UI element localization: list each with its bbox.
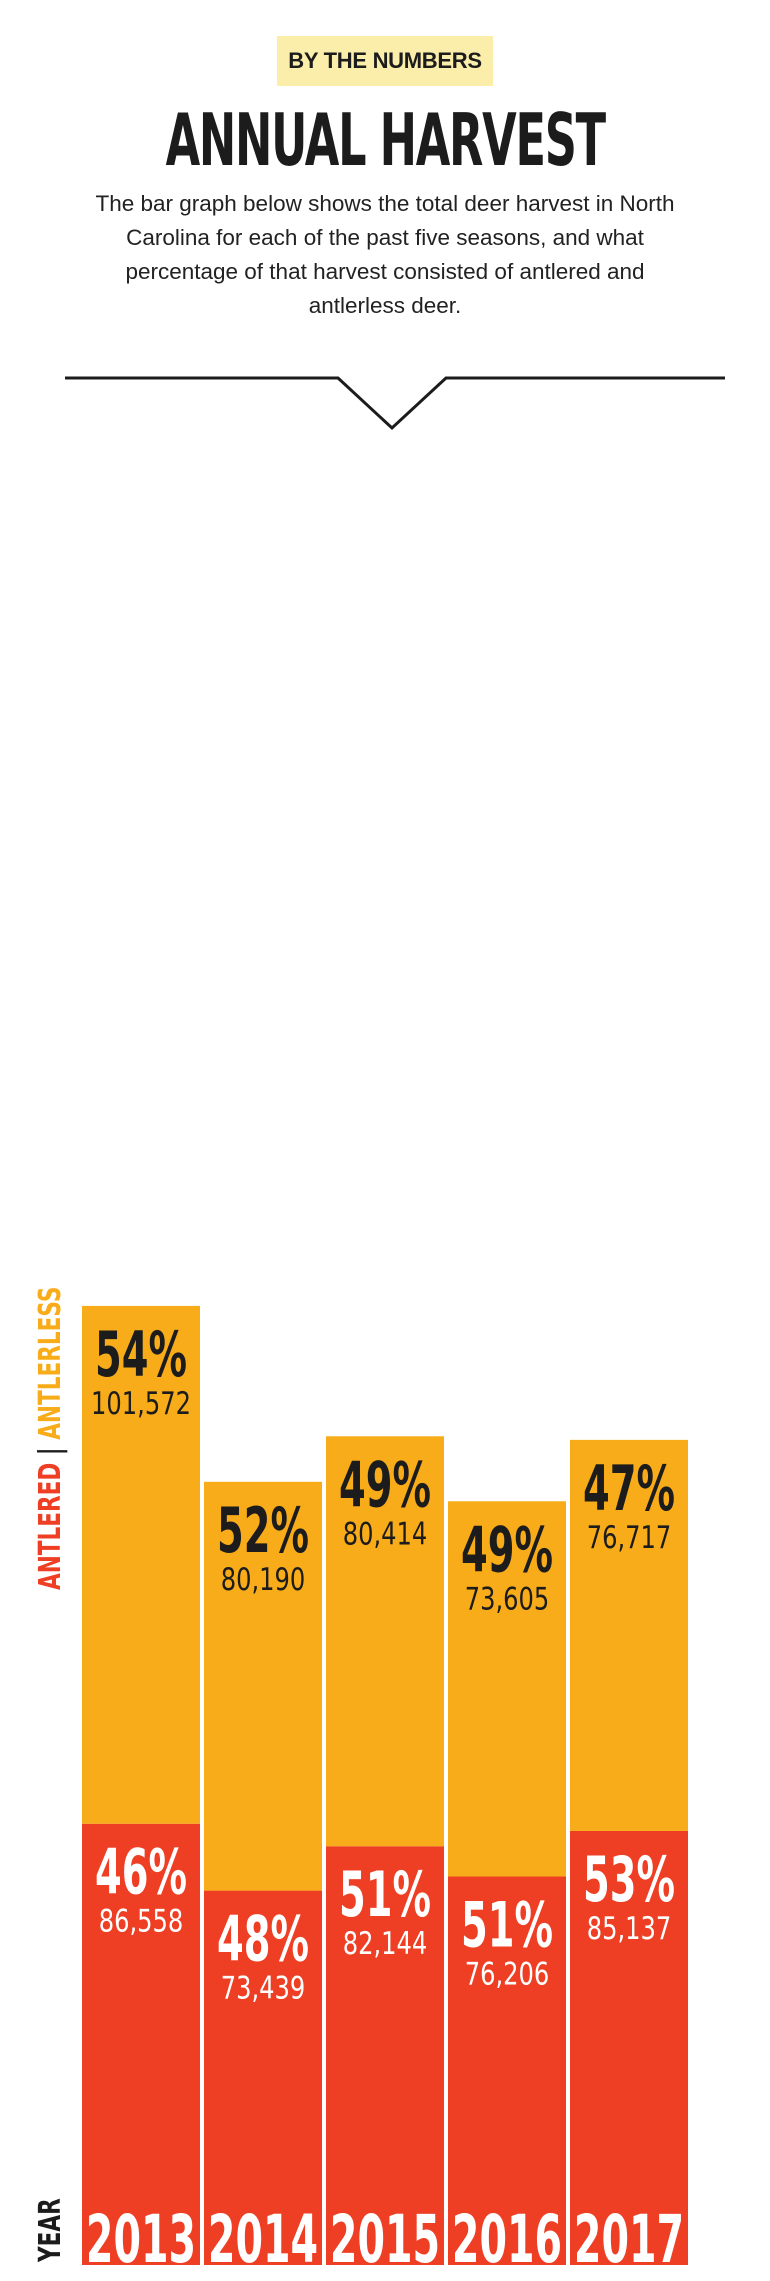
value-label-antlerless-2013: 101,572 — [91, 1385, 191, 1422]
bar-antlerless-2013 — [82, 1305, 200, 1824]
value-label-antlerless-2015: 80,414 — [343, 1515, 428, 1552]
tick-label-2013: 2013 — [86, 2200, 196, 2278]
header-divider — [65, 376, 725, 431]
value-label-antlered-2014: 73,439 — [221, 1970, 306, 2007]
value-label-antlered-2013: 86,558 — [99, 1903, 184, 1940]
tick-label-2015: 2015 — [330, 2200, 440, 2278]
percent-label-antlered-2015: 51% — [339, 1860, 431, 1932]
divider-arrow-line — [65, 376, 725, 431]
x-axis-label-group: YEAR — [34, 2198, 68, 2263]
tick-label-2014: 2014 — [208, 2200, 318, 2278]
tick-label-2017: 2017 — [574, 2200, 684, 2278]
value-label-antlered-2015: 82,144 — [343, 1925, 428, 1962]
legend-group: ANTLERED | ANTLERLESS — [34, 1287, 68, 1590]
legend-text: ANTLERED | ANTLERLESS — [34, 1287, 68, 1590]
section-badge: BY THE NUMBERS — [277, 36, 493, 86]
bar-antlerless-2017 — [570, 1439, 688, 1831]
label-layer: 54%101,572 46%86,558 2013 52%80,190 48%73,43… — [86, 1319, 684, 2277]
percent-label-antlered-2017: 53% — [583, 1844, 675, 1916]
percent-label-antlered-2016: 51% — [461, 1890, 553, 1962]
bar-antlerless-2014 — [204, 1481, 322, 1891]
tick-label-2016: 2016 — [452, 2200, 562, 2278]
bar-antlered-2016 — [448, 1876, 566, 2265]
x-axis-label: YEAR — [34, 2198, 68, 2263]
percent-label-antlerless-2014: 52% — [217, 1495, 309, 1567]
percent-label-antlerless-2017: 47% — [583, 1453, 675, 1525]
chart-description: The bar graph below shows the total deer… — [95, 191, 675, 318]
bar-antlered-2017 — [570, 1830, 688, 2265]
legend-separator: | — [34, 1440, 68, 1463]
legend-antlerless: ANTLERLESS — [34, 1287, 68, 1440]
percent-label-antlered-2013: 46% — [95, 1837, 187, 1909]
page-title: ANNUAL HARVEST — [0, 100, 770, 180]
bar-antlered-2013 — [82, 1823, 200, 2265]
percent-label-antlerless-2015: 49% — [339, 1450, 431, 1522]
value-label-antlerless-2016: 73,605 — [465, 1580, 550, 1617]
percent-label-antlerless-2013: 54% — [95, 1319, 187, 1391]
percent-label-antlered-2014: 48% — [217, 1904, 309, 1976]
bar-antlerless-2016 — [448, 1501, 566, 1877]
percent-label-antlerless-2016: 49% — [461, 1515, 553, 1587]
value-label-antlerless-2017: 76,717 — [587, 1519, 672, 1556]
bar-antlerless-2015 — [326, 1436, 444, 1847]
bar-antlered-2014 — [204, 1890, 322, 2265]
chart-legend: ANTLERED | ANTLERLESS YEAR — [34, 1287, 68, 2263]
legend-antlered: ANTLERED — [34, 1463, 68, 1590]
title-text: ANNUAL HARVEST — [165, 98, 605, 182]
bar-antlered-2015 — [326, 1846, 444, 2265]
bar-layer — [82, 1305, 688, 2265]
value-label-antlered-2017: 85,137 — [587, 1910, 672, 1947]
value-label-antlered-2016: 76,206 — [465, 1956, 550, 1993]
value-label-antlerless-2014: 80,190 — [221, 1561, 306, 1598]
